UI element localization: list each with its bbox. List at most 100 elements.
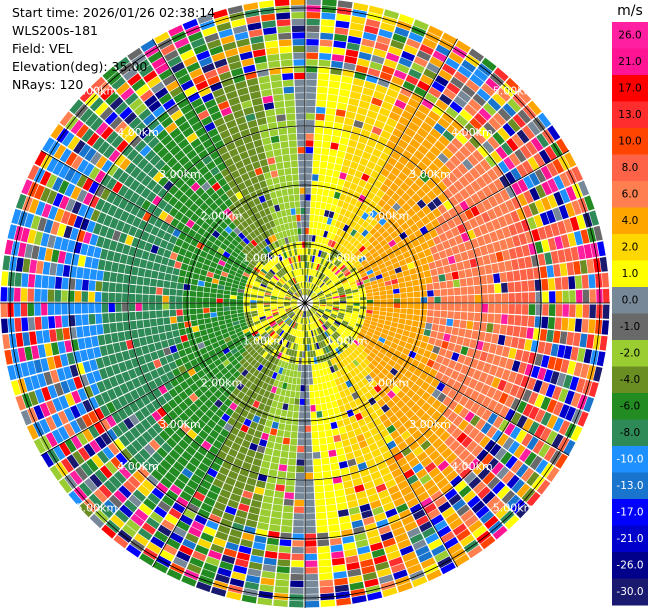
gate	[252, 415, 261, 424]
gate	[270, 258, 277, 266]
gate	[414, 419, 425, 429]
gate	[157, 325, 165, 334]
gate	[412, 539, 427, 551]
gate	[250, 91, 262, 100]
gate	[226, 90, 238, 100]
gate	[283, 340, 288, 347]
gate	[329, 366, 336, 373]
gate	[418, 104, 431, 116]
gate	[243, 106, 254, 116]
gate	[334, 320, 341, 326]
gate	[98, 484, 113, 499]
gate	[425, 179, 436, 190]
gate	[400, 404, 410, 414]
gate	[146, 361, 156, 372]
ray	[311, 307, 568, 469]
gate	[291, 278, 296, 285]
gate	[260, 577, 275, 586]
gate	[123, 274, 131, 284]
gate	[294, 293, 300, 298]
gate	[107, 388, 117, 401]
gate	[263, 102, 275, 111]
gate	[318, 559, 332, 567]
gate	[243, 2, 259, 11]
gate	[290, 580, 304, 588]
gate	[302, 289, 304, 296]
gate	[468, 295, 475, 303]
gate	[1, 271, 9, 286]
gate	[217, 524, 231, 535]
gate	[419, 284, 427, 291]
gate	[141, 431, 153, 443]
gate	[265, 178, 274, 187]
gate	[319, 369, 324, 377]
gate	[162, 303, 169, 310]
gate	[230, 103, 242, 113]
gate	[255, 480, 266, 489]
gate	[287, 290, 294, 295]
gate	[179, 194, 189, 204]
gate	[318, 552, 331, 560]
gate	[279, 374, 286, 382]
gate	[550, 222, 560, 237]
gate	[514, 281, 522, 292]
gate	[162, 414, 173, 425]
gate	[182, 126, 194, 138]
gate	[308, 324, 311, 331]
gate	[61, 315, 69, 328]
gate	[550, 250, 559, 264]
gate	[447, 288, 454, 296]
gate	[223, 548, 237, 558]
gate	[436, 415, 447, 426]
gate	[54, 382, 64, 397]
gate	[398, 57, 413, 68]
gate	[181, 450, 193, 462]
gate	[339, 360, 346, 368]
ray	[274, 0, 305, 295]
gate	[258, 417, 267, 426]
gate	[297, 228, 302, 235]
gate	[366, 255, 374, 262]
gate	[354, 170, 363, 179]
gate	[287, 127, 297, 134]
gate	[399, 245, 408, 254]
gate	[396, 217, 406, 226]
gate	[329, 149, 338, 157]
gate	[347, 430, 356, 439]
gate	[248, 84, 260, 93]
gate	[189, 497, 203, 508]
gate	[317, 363, 323, 370]
gate	[497, 107, 512, 122]
gate	[506, 271, 514, 282]
gate	[309, 391, 315, 399]
gate	[311, 294, 317, 299]
gate	[311, 315, 316, 322]
gate	[489, 231, 499, 243]
gate	[33, 438, 46, 454]
gate	[327, 329, 333, 335]
gate	[441, 112, 455, 124]
gate	[279, 203, 286, 211]
gate	[90, 117, 104, 132]
gate	[386, 88, 399, 99]
gate	[464, 514, 479, 528]
gate	[380, 168, 390, 178]
gate	[177, 322, 185, 330]
gate	[420, 381, 430, 391]
gate	[365, 383, 373, 391]
gate	[351, 351, 358, 359]
gate	[397, 441, 408, 451]
gate	[499, 175, 511, 188]
gate	[87, 410, 99, 424]
gate	[487, 97, 502, 112]
gate	[148, 214, 158, 225]
gate	[278, 217, 284, 225]
gate	[176, 550, 191, 562]
gate	[184, 198, 194, 209]
gate	[280, 277, 287, 283]
gate	[261, 320, 268, 325]
gate	[326, 320, 332, 327]
gate	[55, 328, 64, 341]
gate	[257, 252, 264, 259]
gate	[459, 145, 472, 158]
